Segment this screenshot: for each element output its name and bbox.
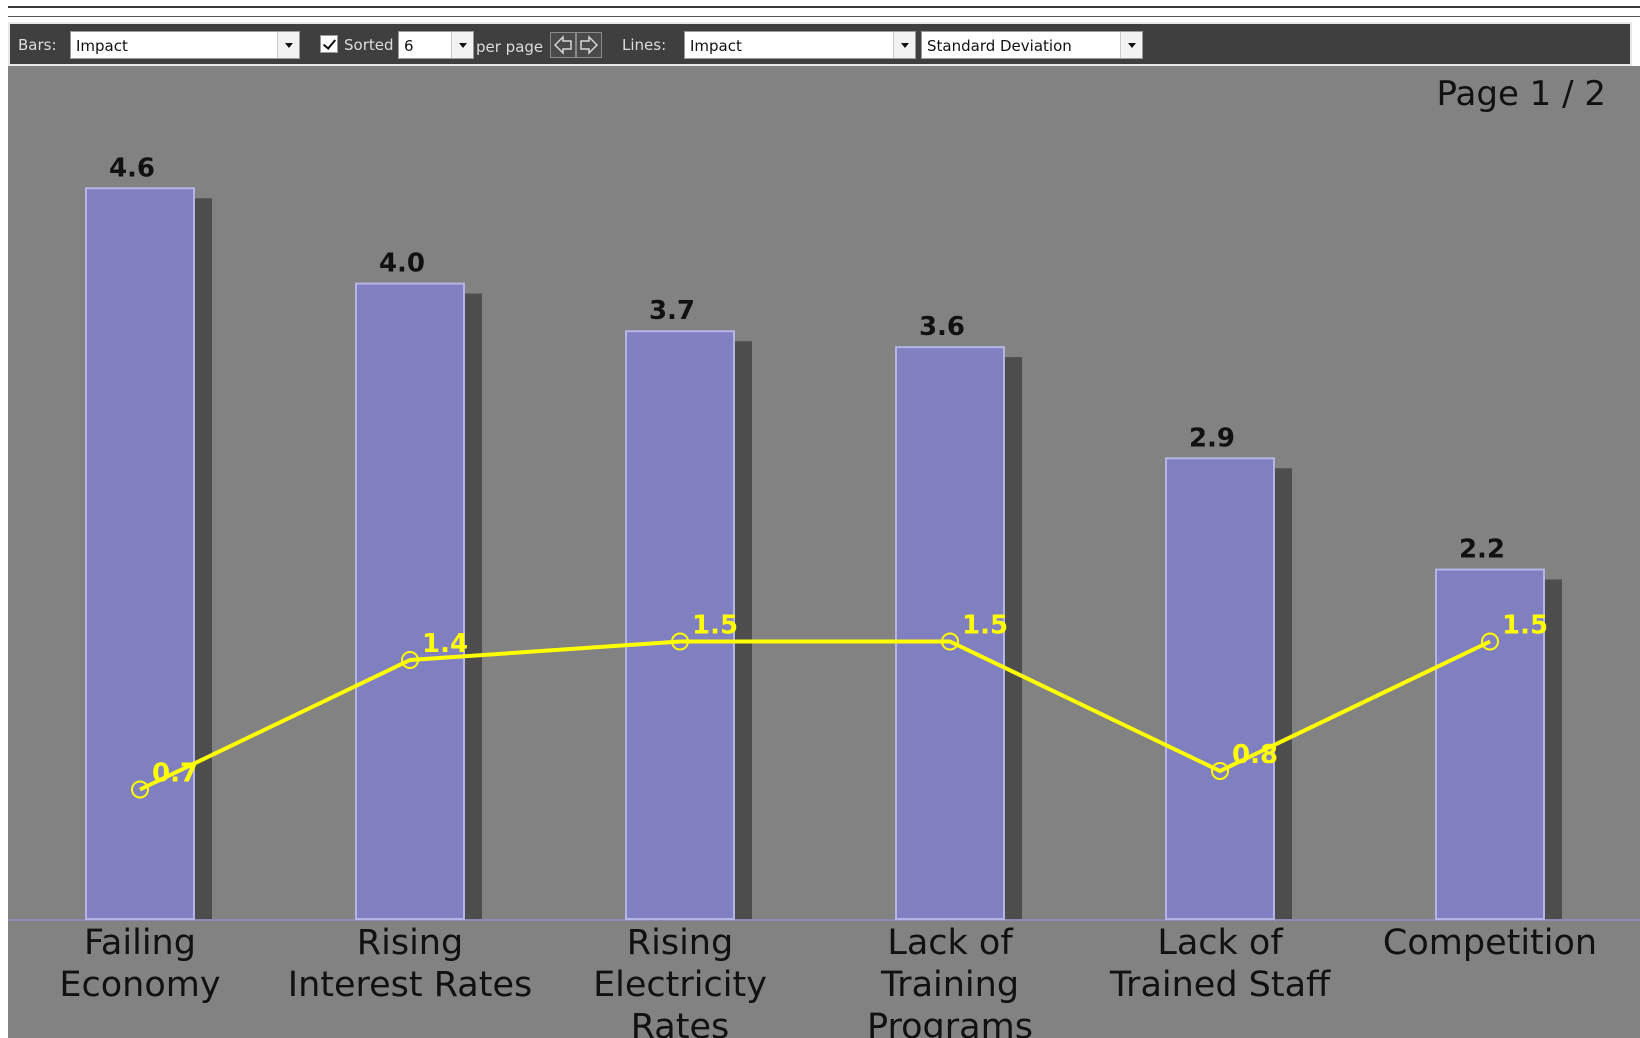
category-tick-label: Failing: [84, 923, 196, 963]
category-tick-label: Economy: [59, 965, 220, 1005]
bar: [1435, 568, 1545, 920]
line-value-label: 0.8: [1232, 740, 1278, 770]
sorted-label: Sorted: [344, 36, 394, 54]
line-value-label: 1.4: [422, 629, 468, 659]
lines-label: Lines:: [622, 36, 667, 54]
window-title-strip: [0, 0, 1640, 22]
lines-metric-select[interactable]: Impact: [684, 31, 916, 59]
per-page-select[interactable]: 6: [398, 31, 474, 59]
bar-value-label: 3.7: [649, 296, 695, 326]
bar-value-label: 4.6: [109, 153, 155, 183]
category-tick-label: Rising: [627, 923, 733, 963]
category-tick-label: Interest Rates: [288, 965, 533, 1005]
line-value-label: 1.5: [692, 611, 738, 641]
arrow-right-icon: [580, 35, 599, 55]
title-rule: [8, 6, 1640, 8]
bar: [355, 282, 465, 920]
bars-label: Bars:: [18, 36, 57, 54]
bar: [1165, 457, 1275, 920]
chart-area: Page 1 / 2 4.6 Failing Economy 4.0 Rising Int…: [8, 66, 1640, 1038]
lines-stat-value: Standard Deviation: [927, 37, 1072, 55]
bars-metric-value: Impact: [76, 37, 128, 55]
category-tick-label: Competition: [1383, 923, 1597, 963]
arrow-left-icon: [553, 35, 572, 55]
bar-value-label: 3.6: [919, 312, 965, 342]
category-tick-label: Lack of: [887, 923, 1013, 963]
bars-metric-select[interactable]: Impact: [70, 31, 300, 59]
lines-metric-value: Impact: [690, 37, 742, 55]
title-rule-secondary: [8, 16, 1640, 17]
line-point: [1211, 762, 1229, 780]
per-page-value: 6: [404, 37, 414, 55]
next-page-button[interactable]: [576, 32, 602, 58]
category-tick-label: Lack of: [1157, 923, 1283, 963]
bar-value-label: 4.0: [379, 249, 425, 279]
line-value-label: 0.7: [152, 759, 198, 789]
previous-page-button[interactable]: [550, 32, 576, 58]
page-indicator: Page 1 / 2: [1436, 74, 1606, 114]
line-point: [671, 632, 689, 651]
line-point: [401, 651, 419, 669]
chevron-down-icon[interactable]: [451, 32, 473, 58]
line-point: [941, 632, 959, 651]
chevron-down-icon[interactable]: [1120, 32, 1142, 58]
line-point: [131, 780, 149, 799]
category-tick-label: Trained Staff: [1109, 965, 1331, 1005]
chart-toolbar: Bars: Impact Sorted 6 per page Lines: Im…: [8, 22, 1632, 66]
sorted-checkbox[interactable]: [320, 35, 338, 53]
line-point: [1481, 632, 1499, 651]
category-tick-label: Programs: [867, 1007, 1033, 1038]
chevron-down-icon[interactable]: [893, 32, 915, 58]
line-value-label: 1.5: [962, 611, 1008, 641]
category-tick-label: Electricity: [593, 965, 767, 1005]
bar: [625, 330, 735, 920]
bar: [85, 187, 195, 920]
category-tick-label: Rates: [631, 1007, 730, 1038]
bar-value-label: 2.2: [1459, 535, 1505, 565]
line-value-label: 1.5: [1502, 611, 1548, 641]
per-page-label: per page: [476, 38, 544, 56]
category-tick-label: Training: [880, 965, 1019, 1005]
category-tick-label: Rising: [357, 923, 463, 963]
chevron-down-icon[interactable]: [277, 32, 299, 58]
lines-stat-select[interactable]: Standard Deviation: [921, 31, 1143, 59]
line-series: [139, 639, 1491, 792]
bar-value-label: 2.9: [1189, 423, 1235, 453]
